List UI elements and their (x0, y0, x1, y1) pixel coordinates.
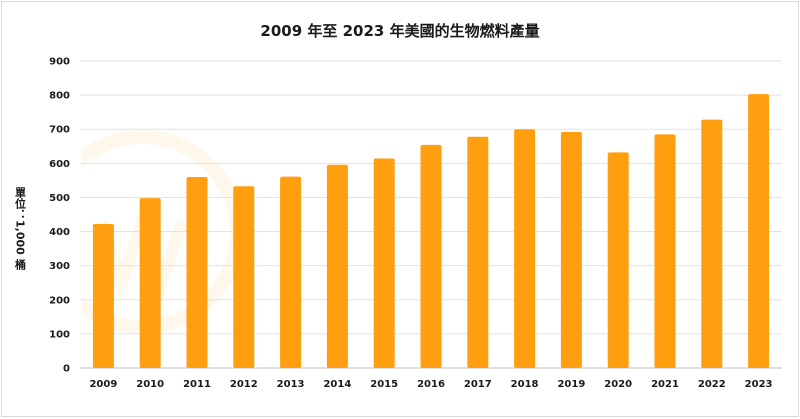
bar-2010 (139, 198, 161, 368)
x-tick-label: 2021 (651, 379, 679, 390)
x-tick-label: 2023 (745, 379, 773, 390)
x-tick-label: 2019 (557, 379, 585, 390)
bar-2017 (467, 136, 489, 368)
bar-2011 (186, 176, 208, 368)
bar-2023 (748, 94, 770, 369)
y-tick-label: 400 (49, 227, 70, 238)
y-tick-label: 200 (49, 295, 70, 306)
x-tick-label: 2011 (183, 379, 211, 390)
y-tick-label: 500 (49, 193, 70, 204)
bar-2019 (560, 131, 582, 368)
bar-2016 (420, 144, 442, 368)
y-tick-label: 100 (49, 329, 70, 340)
y-tick-label: 700 (49, 125, 70, 136)
x-tick-label: 2020 (604, 379, 632, 390)
y-axis-label-text: 單位：1,000 桶 (13, 187, 27, 270)
bar-2012 (233, 186, 255, 368)
x-tick-label: 2015 (370, 379, 398, 390)
x-tick-label: 2013 (277, 379, 305, 390)
x-tick-label: 2012 (230, 379, 258, 390)
chart-title: 2009 年至 2023 年美國的生物燃料產量 (260, 22, 540, 40)
x-tick-label: 2016 (417, 379, 445, 390)
y-axis-label: 單位：1,000 桶 (8, 187, 32, 273)
bar-2020 (607, 152, 629, 368)
bar-2015 (373, 158, 395, 368)
bar-2014 (326, 164, 348, 368)
x-tick-label: 2010 (136, 379, 164, 390)
x-tick-label: 2009 (89, 379, 117, 390)
bar-2018 (514, 129, 536, 368)
y-tick-label: 900 (49, 57, 70, 68)
y-tick-label: 600 (49, 159, 70, 170)
bar-2013 (280, 176, 302, 368)
y-tick-label: 300 (49, 261, 70, 272)
x-tick-label: 2018 (511, 379, 539, 390)
bar-2022 (701, 119, 723, 368)
x-tick-label: 2017 (464, 379, 492, 390)
bar-2021 (654, 134, 676, 368)
y-tick-label: 800 (49, 91, 70, 102)
bar-2009 (92, 224, 114, 368)
x-tick-label: 2022 (698, 379, 726, 390)
y-tick-label: 0 (63, 364, 70, 375)
x-tick-label: 2014 (323, 379, 351, 390)
